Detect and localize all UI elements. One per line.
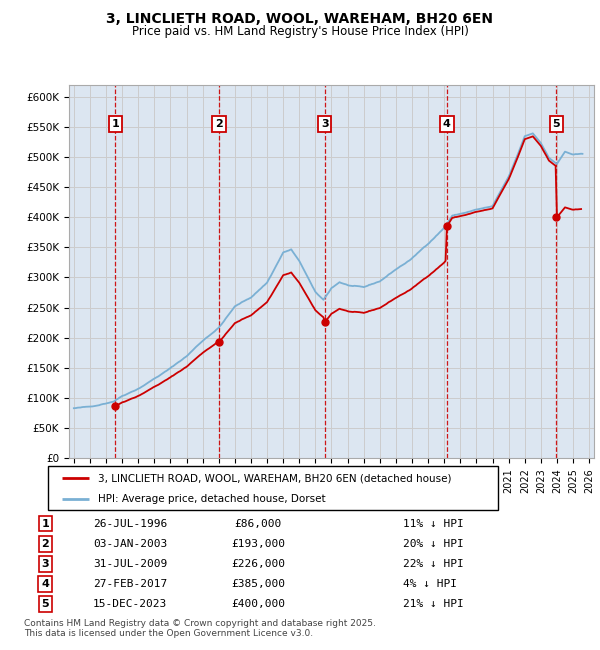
- Text: 3, LINCLIETH ROAD, WOOL, WAREHAM, BH20 6EN (detached house): 3, LINCLIETH ROAD, WOOL, WAREHAM, BH20 6…: [97, 473, 451, 484]
- Text: £400,000: £400,000: [232, 599, 286, 609]
- Text: 2: 2: [215, 119, 223, 129]
- Text: £385,000: £385,000: [232, 579, 286, 589]
- Text: 27-FEB-2017: 27-FEB-2017: [93, 579, 167, 589]
- Text: £226,000: £226,000: [232, 559, 286, 569]
- Text: 21% ↓ HPI: 21% ↓ HPI: [403, 599, 464, 609]
- Text: 03-JAN-2003: 03-JAN-2003: [93, 539, 167, 549]
- Text: 5: 5: [41, 599, 49, 609]
- Text: 2: 2: [41, 539, 49, 549]
- Text: Contains HM Land Registry data © Crown copyright and database right 2025.
This d: Contains HM Land Registry data © Crown c…: [24, 619, 376, 638]
- Text: £86,000: £86,000: [235, 519, 282, 528]
- Text: 15-DEC-2023: 15-DEC-2023: [93, 599, 167, 609]
- Text: 3, LINCLIETH ROAD, WOOL, WAREHAM, BH20 6EN: 3, LINCLIETH ROAD, WOOL, WAREHAM, BH20 6…: [107, 12, 493, 26]
- Text: 1: 1: [41, 519, 49, 528]
- Text: 20% ↓ HPI: 20% ↓ HPI: [403, 539, 464, 549]
- Text: Price paid vs. HM Land Registry's House Price Index (HPI): Price paid vs. HM Land Registry's House …: [131, 25, 469, 38]
- Text: 11% ↓ HPI: 11% ↓ HPI: [403, 519, 464, 528]
- Text: 31-JUL-2009: 31-JUL-2009: [93, 559, 167, 569]
- Text: HPI: Average price, detached house, Dorset: HPI: Average price, detached house, Dors…: [97, 494, 325, 504]
- Text: 1: 1: [112, 119, 119, 129]
- Text: 4: 4: [443, 119, 451, 129]
- Text: £193,000: £193,000: [232, 539, 286, 549]
- Text: 4: 4: [41, 579, 49, 589]
- Text: 3: 3: [321, 119, 329, 129]
- Text: 5: 5: [553, 119, 560, 129]
- Text: 4% ↓ HPI: 4% ↓ HPI: [403, 579, 457, 589]
- Text: 26-JUL-1996: 26-JUL-1996: [93, 519, 167, 528]
- Text: 3: 3: [41, 559, 49, 569]
- Text: 22% ↓ HPI: 22% ↓ HPI: [403, 559, 464, 569]
